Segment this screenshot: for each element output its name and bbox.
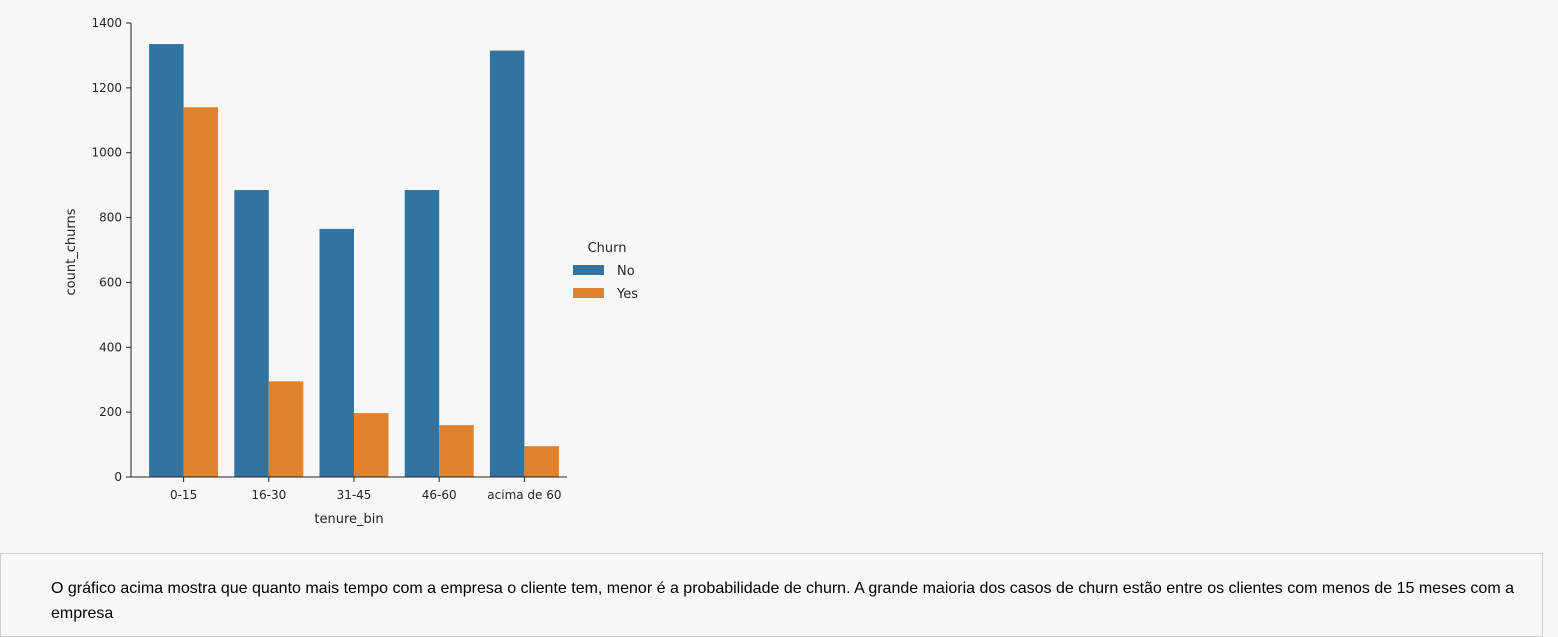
y-ticks-group: 0 200 400 600 800 1000 1200 1400 [91,16,131,484]
legend-swatch-no [573,265,604,275]
markdown-text: O gráfico acima mostra que quanto mais t… [51,580,1514,622]
y-tick-label-6: 1200 [91,81,122,95]
markdown-cell[interactable]: O gráfico acima mostra que quanto mais t… [0,553,1543,637]
bar-no-4 [489,50,525,478]
x-axis-label: tenure_bin [314,512,383,527]
bar-yes-2 [354,413,389,477]
bar-no-0 [149,44,184,477]
y-axis-label: count_churns [64,208,79,295]
y-tick-label-7: 1400 [91,16,122,30]
legend-label-no: No [617,264,635,279]
x-tick-label-1: 16-30 [251,488,286,502]
x-ticks-group: 0-15 16-30 31-45 46-60 acima de 60 [170,477,562,502]
bar-no-1 [234,190,269,477]
bar-yes-0 [183,107,219,477]
bar-yes-4 [524,446,559,477]
y-tick-label-0: 0 [114,470,122,484]
y-tick-label-3: 600 [99,275,122,289]
bar-no-2 [319,228,354,477]
bars-group [149,44,559,478]
x-tick-label-0: 0-15 [170,488,197,502]
churn-bar-chart: 0 200 400 600 800 1000 1200 1400 0-15 16-30 31-45… [64,16,638,527]
legend-label-yes: Yes [616,287,638,302]
x-tick-label-4: acima de 60 [487,488,561,502]
y-tick-label-4: 800 [99,211,122,225]
y-tick-label-2: 400 [99,340,122,354]
y-tick-label-5: 1000 [91,146,122,160]
legend: Churn No Yes [573,241,638,302]
bar-yes-3 [439,425,474,477]
x-tick-label-3: 46-60 [422,488,457,502]
bar-yes-1 [268,381,304,477]
legend-swatch-yes [573,288,604,298]
y-tick-label-1: 200 [99,405,122,419]
x-tick-label-2: 31-45 [337,488,372,502]
legend-title: Churn [588,241,627,256]
bar-no-3 [404,190,440,477]
